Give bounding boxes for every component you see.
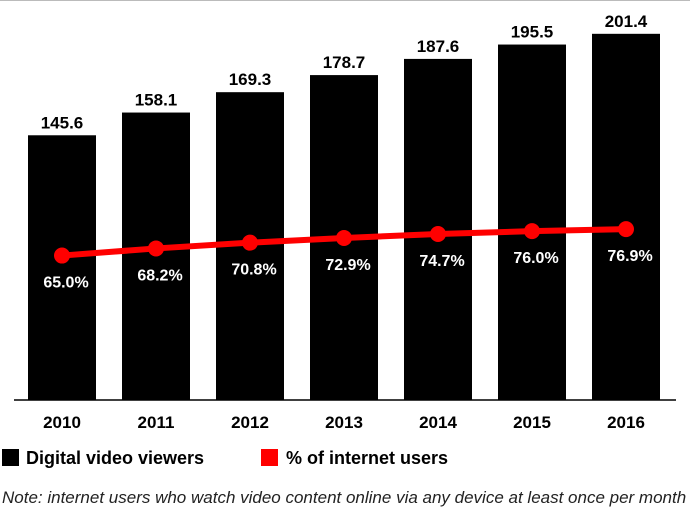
bar-2010	[28, 135, 96, 401]
bar-2015	[498, 44, 566, 400]
line-point-2015	[524, 223, 540, 240]
legend-label-viewers: Digital video viewers	[26, 448, 204, 468]
bar-label-2011: 158.1	[135, 91, 178, 110]
pct-label-2012: 70.8%	[231, 262, 276, 279]
x-tick-2015: 2015	[513, 413, 551, 432]
bars-group	[28, 33, 660, 401]
pct-labels-group: 65.0% 68.2% 70.8% 72.9% 74.7% 76.0% 76.9%	[43, 248, 652, 291]
line-point-2011	[148, 240, 164, 257]
bar-label-2013: 178.7	[323, 53, 366, 72]
legend-swatch-pct	[261, 449, 278, 466]
line-series-group	[54, 221, 634, 264]
pct-label-2011: 68.2%	[137, 267, 182, 284]
x-tick-2011: 2011	[138, 413, 175, 432]
x-tick-2013: 2013	[325, 413, 363, 432]
x-tick-2016: 2016	[607, 413, 645, 432]
line-point-2014	[430, 226, 446, 242]
legend-swatch-viewers	[2, 449, 19, 466]
x-tick-2014: 2014	[419, 413, 457, 432]
x-tick-2012: 2012	[231, 413, 269, 432]
chart-note: Note: internet users who watch video con…	[2, 488, 687, 507]
bar-label-2015: 195.5	[511, 23, 554, 42]
pct-label-2013: 72.9%	[325, 257, 370, 274]
bar-labels-group: 145.6 158.1 169.3 178.7 187.6 195.5 201.4	[41, 12, 648, 132]
pct-label-2016: 76.9%	[607, 248, 652, 265]
x-tick-2010: 2010	[43, 413, 81, 432]
pct-label-2015: 76.0%	[513, 250, 558, 267]
legend-label-pct: % of internet users	[286, 448, 448, 468]
legend: Digital video viewers % of internet user…	[2, 448, 448, 468]
line-point-2012	[242, 234, 258, 251]
bar-label-2010: 145.6	[41, 113, 84, 132]
plot-top-border	[0, 0, 690, 1]
pct-label-2014: 74.7%	[419, 253, 464, 270]
pct-label-2010: 65.0%	[43, 275, 88, 292]
bar-label-2014: 187.6	[417, 37, 460, 56]
x-tick-labels-group: 2010 2011 2012 2013 2014 2015 2016	[43, 413, 645, 432]
bar-2016	[592, 33, 660, 401]
line-point-2010	[54, 247, 70, 264]
bar-label-2012: 169.3	[229, 70, 272, 89]
bar-label-2016: 201.4	[605, 12, 648, 31]
line-point-2013	[336, 230, 352, 246]
line-point-2016	[618, 221, 634, 238]
